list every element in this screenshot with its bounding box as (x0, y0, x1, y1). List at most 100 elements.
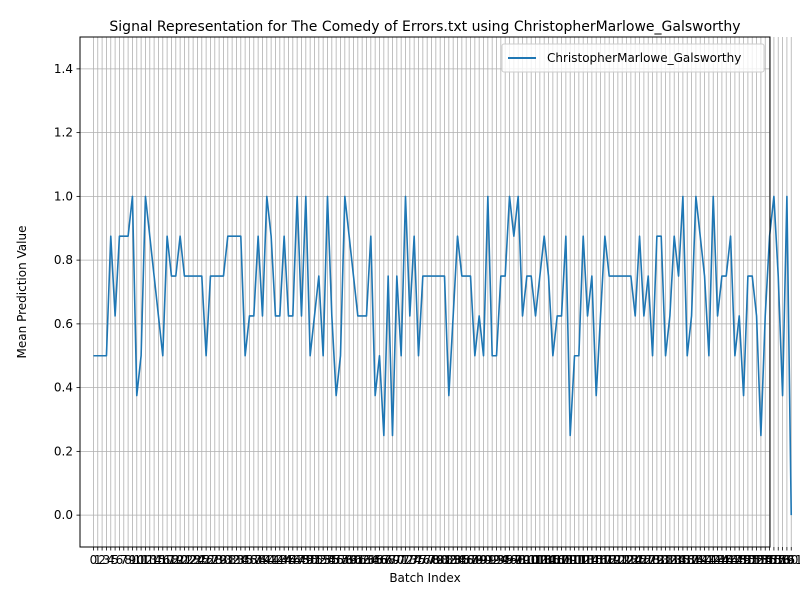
x-tick-label: 37 (246, 553, 261, 567)
x-tick-label: 63 (359, 553, 374, 567)
x-tick-label: 119 (598, 553, 621, 567)
x-tick-label: 54 (320, 553, 335, 567)
y-axis-label: Mean Prediction Value (15, 226, 29, 359)
y-tick-label: 0.6 (54, 317, 73, 331)
x-tick-label: 3 (103, 553, 111, 567)
x-tick-label: 18 (164, 553, 179, 567)
x-axis-label: Batch Index (389, 571, 460, 585)
x-tick-label: 121 (606, 553, 629, 567)
x-tick-label: 26 (198, 553, 213, 567)
x-tick-label: 152 (741, 553, 764, 567)
x-tick-label: 67 (376, 553, 391, 567)
y-tick-label: 0.8 (54, 253, 73, 267)
x-tick-label: 29 (211, 553, 226, 567)
y-tick-label: 0.2 (54, 444, 73, 458)
x-tick-label: 110 (559, 553, 582, 567)
x-tick-label: 62 (355, 553, 370, 567)
x-tick-label: 15 (151, 553, 166, 567)
x-tick-label: 30 (216, 553, 231, 567)
y-tick-label: 1.2 (54, 126, 73, 140)
x-tick-label: 100 (515, 553, 538, 567)
x-tick-label: 40 (259, 553, 274, 567)
x-tick-label: 38 (250, 553, 265, 567)
x-tick-label: 88 (467, 553, 482, 567)
series-line (93, 195, 793, 516)
x-tick-label: 36 (242, 553, 257, 567)
x-tick-label: 96 (502, 553, 517, 567)
x-tick-label: 27 (203, 553, 218, 567)
x-tick-label: 51 (307, 553, 322, 567)
x-tick-label: 59 (342, 553, 357, 567)
x-tick-label: 75 (411, 553, 426, 567)
x-tick-label: 16 (155, 553, 170, 567)
x-tick-label: 105 (537, 553, 560, 567)
x-tick-label: 49 (298, 553, 313, 567)
x-tick-label: 94 (493, 553, 508, 567)
x-tick-label: 156 (758, 553, 781, 567)
x-tick-label: 19 (168, 553, 183, 567)
x-tick-label: 31 (220, 553, 235, 567)
x-tick-label: 53 (316, 553, 331, 567)
x-tick-label: 5 (111, 553, 119, 567)
x-tick-label: 50 (303, 553, 318, 567)
x-tick-label: 158 (767, 553, 790, 567)
x-tick-label: 149 (728, 553, 751, 567)
x-tick-label: 99 (515, 553, 530, 567)
x-tick-label: 140 (689, 553, 712, 567)
x-tick-label: 34 (233, 553, 248, 567)
x-tick-label: 2 (98, 553, 106, 567)
x-tick-label: 70 (389, 553, 404, 567)
y-tick-label: 1.0 (54, 189, 73, 203)
x-tick-label: 141 (693, 553, 716, 567)
x-tick-label: 35 (237, 553, 252, 567)
x-tick-label: 0 (90, 553, 98, 567)
x-tick-label: 23 (185, 553, 200, 567)
x-tick-label: 24 (190, 553, 205, 567)
x-tick-label: 111 (563, 553, 586, 567)
x-tick-label: 136 (671, 553, 694, 567)
x-tick-label: 58 (337, 553, 352, 567)
x-tick-label: 134 (663, 553, 686, 567)
x-tick-label: 120 (602, 553, 625, 567)
x-tick-label: 112 (567, 553, 590, 567)
axis-ticks: 0123456789101112131415161718192021222324… (54, 62, 800, 567)
x-tick-label: 161 (780, 553, 800, 567)
legend-entry: ChristopherMarlowe_Galsworthy (547, 51, 741, 65)
x-tick-label: 123 (615, 553, 638, 567)
x-tick-label: 64 (363, 553, 378, 567)
plot-frame (79, 36, 771, 548)
x-tick-label: 113 (572, 553, 595, 567)
x-tick-label: 106 (541, 553, 564, 567)
x-tick-label: 93 (489, 553, 504, 567)
x-tick-label: 68 (381, 553, 396, 567)
x-tick-label: 77 (420, 553, 435, 567)
x-tick-label: 128 (637, 553, 660, 567)
x-tick-label: 25 (194, 553, 209, 567)
x-tick-label: 103 (528, 553, 551, 567)
x-tick-label: 6 (116, 553, 124, 567)
x-tick-label: 157 (762, 553, 785, 567)
x-tick-label: 153 (745, 553, 768, 567)
x-tick-label: 74 (407, 553, 422, 567)
x-tick-label: 144 (706, 553, 729, 567)
x-tick-label: 87 (463, 553, 478, 567)
x-tick-label: 118 (593, 553, 616, 567)
x-tick-label: 80 (433, 553, 448, 567)
x-tick-label: 47 (290, 553, 305, 567)
x-tick-label: 90 (476, 553, 491, 567)
x-tick-label: 46 (285, 553, 300, 567)
x-tick-label: 98 (511, 553, 526, 567)
x-tick-label: 145 (710, 553, 733, 567)
x-tick-label: 109 (554, 553, 577, 567)
x-tick-label: 55 (324, 553, 339, 567)
x-tick-label: 45 (281, 553, 296, 567)
x-tick-label: 146 (715, 553, 738, 567)
x-tick-label: 129 (641, 553, 664, 567)
x-tick-label: 60 (346, 553, 361, 567)
x-tick-label: 130 (645, 553, 668, 567)
x-tick-label: 22 (181, 553, 196, 567)
legend-box (501, 43, 765, 73)
x-tick-label: 115 (580, 553, 603, 567)
x-tick-label: 124 (619, 553, 642, 567)
